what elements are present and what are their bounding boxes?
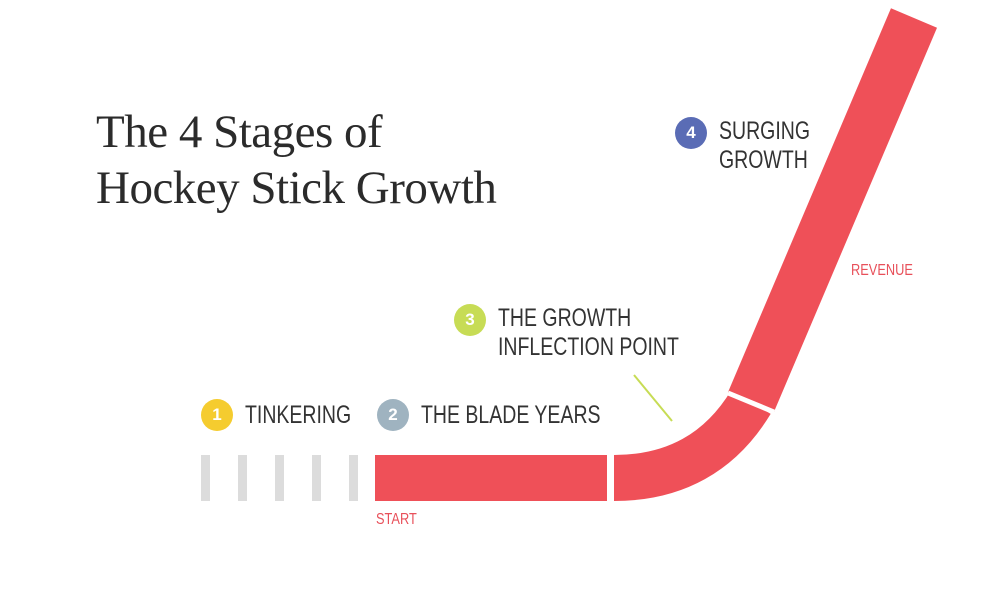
- stage-1-label: 1 TINKERING: [201, 399, 381, 431]
- inflection-pointer: [633, 374, 673, 422]
- stage-3-label: 3 THE GROWTH INFLECTION POINT: [454, 304, 730, 362]
- start-label: START: [376, 511, 417, 528]
- stage-3-badge: 3: [454, 304, 486, 336]
- blade-segment: [375, 455, 607, 501]
- inflection-segment: [613, 389, 771, 501]
- stage-2-label: 2 THE BLADE YEARS: [377, 399, 651, 431]
- segment-divider: [727, 390, 775, 415]
- stage-4-label: 4 SURGING GROWTH: [675, 117, 836, 175]
- page-title: The 4 Stages of Hockey Stick Growth: [96, 106, 497, 214]
- tinkering-ticks: [201, 455, 358, 501]
- stage-1-badge: 1: [201, 399, 233, 431]
- stage-4-badge: 4: [675, 117, 707, 149]
- revenue-label: REVENUE: [851, 262, 913, 279]
- stage-2-badge: 2: [377, 399, 409, 431]
- surging-segment: [727, 8, 938, 412]
